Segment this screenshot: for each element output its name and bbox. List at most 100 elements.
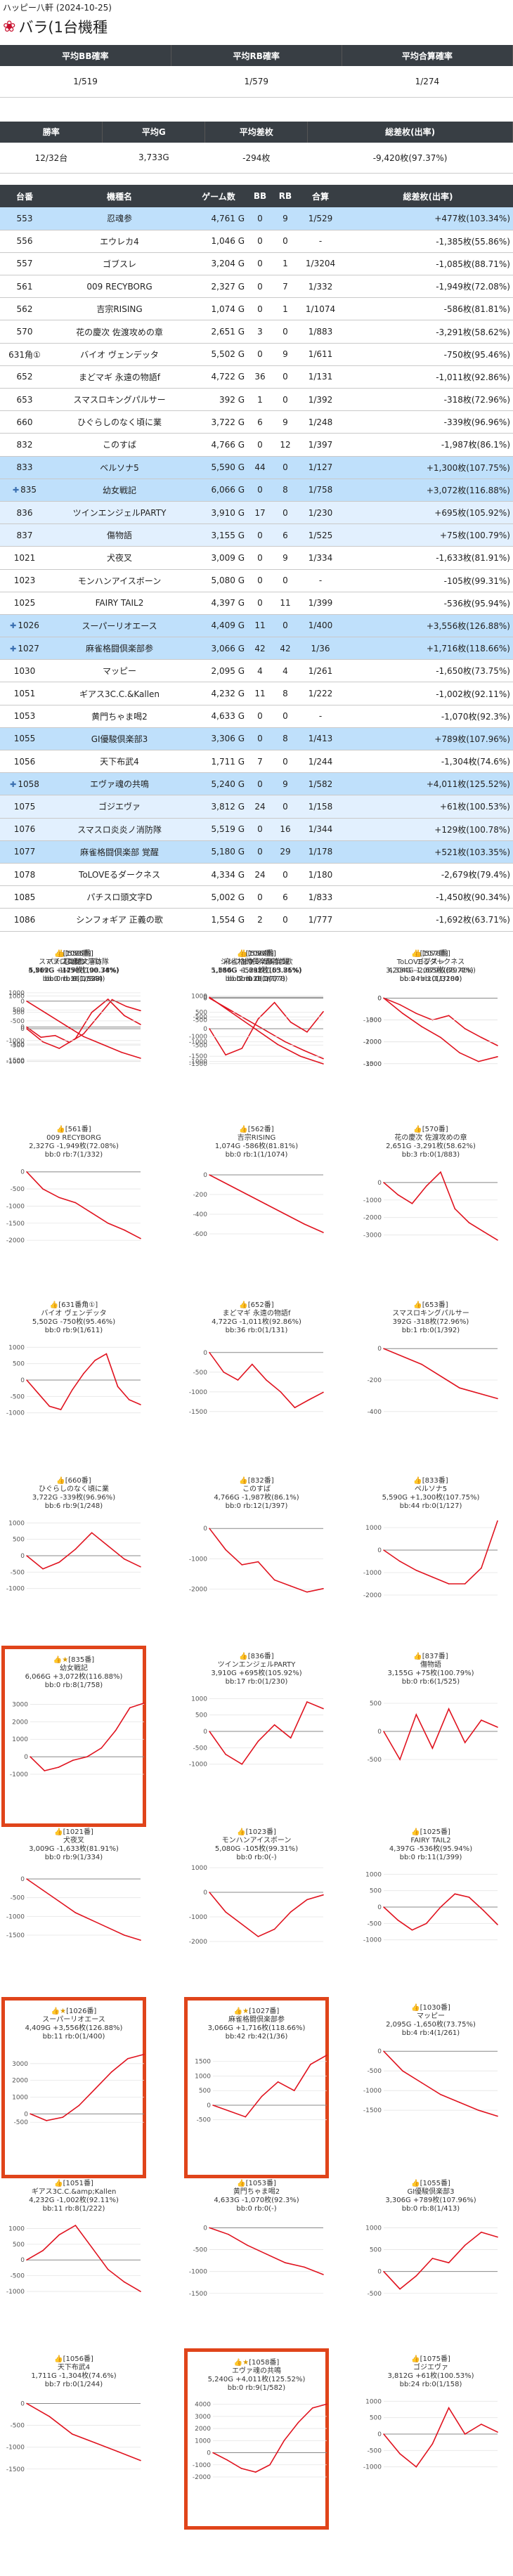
table-row[interactable]: 557 ゴブスレ 3,204 G 0 1 1/3204 -1,085枚(88.71%) <box>0 252 513 276</box>
chart-caption: 👍★[835番] 幼女戦記 6,066G +3,072枚(116.88%) bb:0 … <box>5 1649 143 1690</box>
table-row[interactable]: 631角① バイオ ヴェンデッタ 5,502 G 0 9 1/611 -750枚(95.46… <box>0 343 513 366</box>
machine-name: シンフォギア 正義の歌 <box>49 908 190 932</box>
balance-line-chart: 1500 1000 500 0 -500 <box>195 2054 327 2123</box>
machine-number-text: 653 <box>16 394 33 405</box>
table-row[interactable]: 1077 麻雀格闘倶楽部 覚醒 5,180 G 0 29 1/178 +521枚(103.3… <box>0 840 513 864</box>
chart-caption-text: bb:0 rb:0(-) <box>236 2204 277 2213</box>
summary-table-probability: 平均BB確率 平均RB確率 平均合算確率 1/519 1/579 1/274 <box>0 45 513 98</box>
thumbs-up-icon: 👍 <box>239 1301 248 1309</box>
table-row[interactable]: 562 吉宗RISING 1,074 G 0 1 1/1074 -586枚(81.81%) <box>0 297 513 321</box>
balance-point <box>397 1194 399 1195</box>
table-row[interactable]: ✚ 1026 スーパーリオエース 4,409 G 11 0 1/400 +3,556枚(126… <box>0 614 513 638</box>
machine-chart-card[interactable]: 👍[1055番] GI優駿倶楽部3 3,306G +789枚(107.96%) bb:… <box>358 2173 503 2354</box>
chart-caption-line: 👍[833番] <box>358 1477 503 1485</box>
machine-chart-card[interactable]: 👍[1076番] スマスロ炎炎ノ消防隊 5,519G +129枚(100.78%) b… <box>1 943 146 1124</box>
machine-chart-card[interactable]: 👍★[835番] 幼女戦記 6,066G +3,072枚(116.88%) bb:0 … <box>1 1645 146 1827</box>
machine-chart-card[interactable]: 👍[833番] ペルソナ5 5,590G +1,300枚(107.75%) bb:44… <box>358 1470 503 1651</box>
table-row[interactable]: 1085 パチスロ頭文字D 5,002 G 0 6 1/833 -1,450枚(90.34%… <box>0 885 513 909</box>
table-row[interactable]: 1076 スマスロ炎炎ノ消防隊 5,519 G 0 16 1/344 +129枚(100.7… <box>0 818 513 841</box>
table-row[interactable]: 1075 ゴジエヴァ 3,812 G 24 0 1/158 +61枚(100.53%) <box>0 795 513 819</box>
machine-chart-card[interactable]: 👍[631番角①] バイオ ヴェンデッタ 5,502G -750枚(95.46%) b… <box>1 1294 146 1476</box>
table-row[interactable]: ✚ 835 幼女戦記 6,066 G 0 8 1/758 +3,072枚(116.88%) <box>0 479 513 502</box>
machine-chart-card[interactable]: 👍[1086番] シンフォギア 正義の歌 1,554G -1,692枚(63.71%… <box>184 943 329 1124</box>
y-tick-label: 0 <box>377 2431 382 2438</box>
machine-chart-card[interactable]: 👍[553番] 忍魂参 4,761G +477枚(103.34%) bb:0 rb:9… <box>1 943 146 1124</box>
chart-caption: 👍[833番] ペルソナ5 5,590G +1,300枚(107.75%) bb:44… <box>358 1470 503 1511</box>
table-row[interactable]: 1030 マッピー 2,095 G 4 4 1/261 -1,650枚(73.75%) <box>0 659 513 683</box>
machine-chart-card[interactable]: 👍[561番] 009 RECYBORG 2,327G -1,949枚(72.08%… <box>1 1119 146 1300</box>
bb-count: 0 <box>247 523 273 547</box>
table-row[interactable]: 1055 GI優駿倶楽部3 3,306 G 0 8 1/413 +789枚(107.96%) <box>0 727 513 751</box>
balance-point <box>431 2257 434 2259</box>
table-row[interactable]: 1051 ギアス3C.C.&Kallen 4,232 G 11 8 1/222 -1,002… <box>0 682 513 705</box>
machine-chart-card[interactable]: 👍[1051番] ギアス3C.C.&amp;Kallen 4,232G -1,002… <box>1 2173 146 2354</box>
table-row[interactable]: 561 009 RECYBORG 2,327 G 0 7 1/332 -1,949枚(72.… <box>0 275 513 299</box>
machine-chart-card[interactable]: 👍★[1026番] スーパーリオエース 4,409G +3,556枚(126.88%… <box>1 1996 146 2178</box>
table-row[interactable]: 653 スマスロキングパルサー 392 G 1 0 1/392 -318枚(72.96%) <box>0 388 513 412</box>
table-row[interactable]: 553 忍魂参 4,761 G 0 9 1/529 +477枚(103.34%) <box>0 207 513 230</box>
table-row[interactable]: 836 ツインエンジェルPARTY 3,910 G 17 0 1/230 +695枚(105… <box>0 501 513 525</box>
table-row[interactable]: 1078 ToLOVEるダークネス 4,334 G 24 0 1/180 -2,679枚(7… <box>0 863 513 887</box>
chart-caption-text: 5,180G +521枚(103.35%) <box>211 966 302 975</box>
machine-chart-card[interactable]: 👍[1078番] ToLOVEるダークネス 4,334G -2,679枚(79.4%… <box>358 943 503 1124</box>
machine-chart-card[interactable]: 👍[1056番] 天下布武4 1,711G -1,304枚(74.6%) bb:7 r… <box>1 2348 146 2530</box>
machine-chart-card[interactable]: 👍[570番] 花の慶次 佐渡攻めの章 2,651G -3,291枚(58.62%)… <box>358 1119 503 1300</box>
machine-chart-card[interactable]: 👍[660番] ひぐらしのなく頃に業 3,722G -339枚(96.96%) bb:… <box>1 1470 146 1651</box>
chart-caption-text: 3,009G -1,633枚(81.91%) <box>29 1845 119 1853</box>
machine-chart-card[interactable]: 👍[837番] 傷物語 3,155G +75枚(100.79%) bb:0 rb:6(… <box>358 1646 503 1827</box>
balance-point <box>140 1566 141 1568</box>
balance-point <box>257 1561 259 1562</box>
y-tick-label: 0 <box>20 1026 25 1033</box>
table-row[interactable]: 570 花の慶次 佐渡攻めの章 2,651 G 3 0 1/883 -3,291枚(58.6… <box>0 320 513 344</box>
bb-count-text: 17 <box>254 507 266 518</box>
total-difference-text: -105枚(99.31%) <box>443 575 510 586</box>
table-row[interactable]: ✚ 1027 麻雀格闘倶楽部参 3,066 G 42 42 1/36 +1,716枚(118.… <box>0 637 513 661</box>
machine-chart-card[interactable]: 👍[1077番] 麻雀格闘倶楽部 覚醒 5,180G +521枚(103.35%) b… <box>184 943 329 1124</box>
table-row[interactable]: ✚ 1058 エヴァ魂の共鳴 5,240 G 0 9 1/582 +4,011枚(125.52… <box>0 772 513 796</box>
machine-number-text: 1077 <box>13 847 36 857</box>
table-row[interactable]: 556 エウレカ4 1,046 G 0 0 - -1,385枚(55.86%) <box>0 230 513 253</box>
balance-point <box>37 1392 39 1393</box>
machine-chart-card[interactable]: 👍★[1058番] エヴァ魂の共鳴 5,240G +4,011枚(125.52%) b… <box>184 2348 329 2530</box>
bb-count: 17 <box>247 501 273 525</box>
machine-chart-card[interactable]: 👍[1075番] ゴジエヴァ 3,812G +61枚(100.53%) bb:24 r… <box>358 2348 503 2530</box>
machine-chart-card[interactable]: 👍★[1027番] 麻雀格闘倶楽部参 3,066G +1,716枚(118.66%)… <box>184 1996 329 2178</box>
machine-chart-card[interactable]: 👍[562番] 吉宗RISING 1,074G -586枚(81.81%) bb:0 … <box>184 1119 329 1300</box>
table-row[interactable]: 1053 黄門ちゃま喝2 4,633 G 0 0 - -1,070枚(92.3%) <box>0 705 513 728</box>
total-difference: +789枚(107.96%) <box>343 727 513 751</box>
bb-count: 3 <box>247 320 273 344</box>
table-row[interactable]: 1023 モンハンアイスボーン 5,080 G 0 0 - -105枚(99.31%) <box>0 569 513 592</box>
machine-chart-card[interactable]: 👍[832番] このすば 4,766G -1,987枚(86.1%) bb:0 rb:… <box>184 1470 329 1651</box>
table-row[interactable]: 832 このすば 4,766 G 0 12 1/397 -1,987枚(86.1%) <box>0 433 513 457</box>
chart-caption-text: 5,502G -750枚(95.46%) <box>32 1318 116 1326</box>
machine-name: 忍魂参 <box>49 207 190 230</box>
bb-count-text: 1 <box>257 394 263 405</box>
machine-chart-card[interactable]: 👍[1025番] FAIRY TAIL2 4,397G -536枚(95.94%) b… <box>358 1821 503 2003</box>
table-row[interactable]: 833 ベルソナ5 5,590 G 44 0 1/127 +1,300枚(107.75%) <box>0 456 513 479</box>
chart-caption-text: 犬夜叉 <box>63 1836 84 1845</box>
table-row[interactable]: 837 傷物語 3,155 G 0 6 1/525 +75枚(100.79%) <box>0 523 513 547</box>
machine-chart-card[interactable]: 👍[653番] スマスロキングパルサー 392G -318枚(72.96%) bb:1… <box>358 1294 503 1476</box>
table-row[interactable]: 652 まどマギ 永遠の物語f 4,722 G 36 0 1/131 -1,011枚(92.… <box>0 365 513 389</box>
y-tick-label: 0 <box>203 1889 207 1897</box>
table-row[interactable]: 1056 天下布武4 1,711 G 7 0 1/244 -1,304枚(74.6%) <box>0 750 513 774</box>
machine-chart-card[interactable]: 👍[652番] まどマギ 永遠の物語f 4,722G -1,011枚(92.86%)… <box>184 1294 329 1476</box>
table-row[interactable]: 1086 シンフォギア 正義の歌 1,554 G 2 0 1/777 -1,692枚(63.… <box>0 908 513 932</box>
machine-chart-card[interactable]: 👍[836番] ツインエンジェルPARTY 3,910G +695枚(105.92%… <box>184 1646 329 1827</box>
machine-chart-card[interactable]: 👍[1053番] 黄門ちゃま喝2 4,633G -1,070枚(92.3%) bb:0… <box>184 2173 329 2354</box>
machine-number: 557 <box>0 252 49 276</box>
total-difference: +1,716枚(118.66%) <box>343 637 513 661</box>
machine-chart-card[interactable]: 👍[1030番] マッピー 2,095G -1,650枚(73.75%) bb:4 r… <box>358 1997 503 2178</box>
table-row[interactable]: 1025 FAIRY TAIL2 4,397 G 0 11 1/399 -536枚(95.9… <box>0 592 513 615</box>
machine-chart-card[interactable]: 👍[1085番] パチスロ頭文字D 5,002G -1,450枚(90.34%) bb… <box>1 943 146 1124</box>
table-row[interactable]: 1021 犬夜叉 3,009 G 0 9 1/334 -1,633枚(81.91%) <box>0 546 513 570</box>
chart-caption-text: 4,409G +3,556枚(126.88%) <box>25 2024 123 2032</box>
machine-chart-card[interactable]: 👍[556番] エウレカ4 1,046G -1,385枚(55.86%) bb:0 r… <box>184 943 329 1124</box>
summary-value: -9,420枚(97.37%) <box>307 142 513 174</box>
machine-chart-card[interactable]: 👍[1021番] 犬夜叉 3,009G -1,633枚(81.91%) bb:0 rb… <box>1 1821 146 2003</box>
machine-chart-card[interactable]: 👍[1023番] モンハンアイスボーン 5,080G -105枚(99.31%) bb… <box>184 1821 329 2003</box>
machine-number-text: 1027 <box>18 643 39 653</box>
game-count: 1,711 G <box>190 750 247 774</box>
table-row[interactable]: 660 ひぐらしのなく頃に業 3,722 G 6 9 1/248 -339枚(96.96%) <box>0 410 513 434</box>
y-tick-label: -1000 <box>193 2461 211 2468</box>
